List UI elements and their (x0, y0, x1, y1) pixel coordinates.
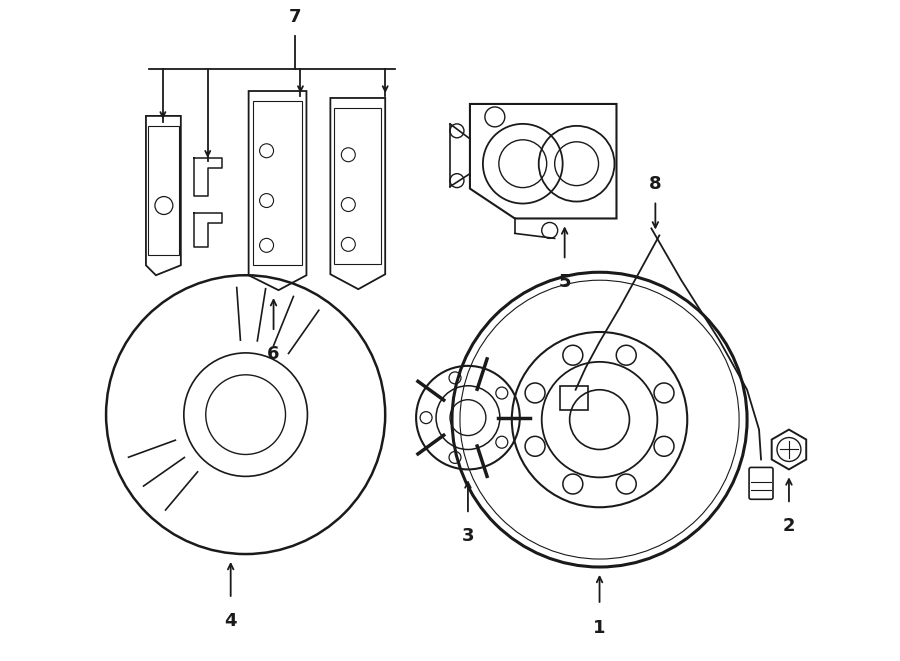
Text: 6: 6 (267, 345, 280, 363)
Text: 4: 4 (224, 612, 237, 630)
Text: 2: 2 (783, 517, 796, 535)
Text: 5: 5 (558, 273, 571, 292)
Text: 3: 3 (462, 527, 474, 545)
Text: 8: 8 (649, 175, 662, 192)
Text: 1: 1 (593, 619, 606, 637)
Text: 7: 7 (289, 9, 302, 26)
